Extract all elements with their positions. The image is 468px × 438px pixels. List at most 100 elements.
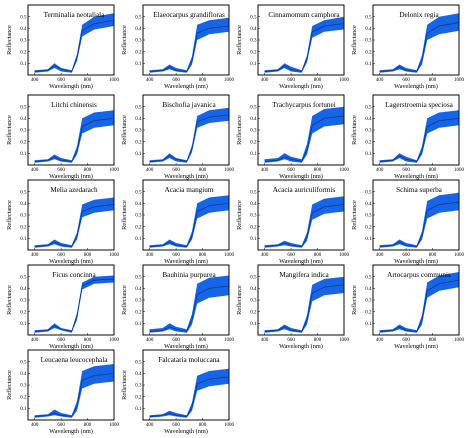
y-tick-label: 0.4 bbox=[250, 117, 257, 122]
x-tick-label: 400 bbox=[31, 78, 39, 83]
x-tick-label: 400 bbox=[376, 338, 384, 343]
y-tick-label: 0.1 bbox=[20, 62, 27, 67]
spectrum-panel: 0.1 0.2 0.3 0.4 0.5 400 600 800 1000 Wavelength (… bbox=[121, 4, 235, 90]
y-tick-label: 0.2 bbox=[20, 395, 27, 400]
x-tick-label: 400 bbox=[31, 423, 39, 428]
x-tick-label: 600 bbox=[57, 78, 65, 83]
x-axis-label: Wavelength (nm) bbox=[394, 173, 438, 180]
y-tick-label: 0.2 bbox=[365, 140, 372, 145]
x-tick-label: 600 bbox=[57, 168, 65, 173]
y-tick-label: 0.1 bbox=[250, 152, 257, 157]
y-tick-label: 0.2 bbox=[135, 50, 142, 55]
mean-spectrum-line bbox=[149, 376, 230, 417]
panel-frame bbox=[372, 94, 460, 166]
y-axis-label: Reflectance bbox=[6, 25, 13, 55]
spectrum-panel: 0.1 0.2 0.3 0.4 0.5 400 600 800 1000 Wavelength (… bbox=[6, 349, 120, 435]
x-tick-label: 800 bbox=[84, 338, 92, 343]
spectrum-panel: 0.1 0.2 0.3 0.4 0.5 400 600 800 1000 Wavelength (… bbox=[351, 94, 465, 180]
x-tick-label: 1000 bbox=[109, 253, 120, 258]
y-tick-label: 0.2 bbox=[250, 50, 257, 55]
panel-title: Trachycarpus fortunei bbox=[272, 101, 335, 109]
reflectance-band bbox=[264, 16, 344, 73]
x-tick-label: 800 bbox=[84, 253, 92, 258]
x-tick-label: 1000 bbox=[224, 168, 235, 173]
y-tick-label: 0.1 bbox=[135, 322, 142, 327]
x-tick-label: 1000 bbox=[339, 78, 350, 83]
y-tick-label: 0.5 bbox=[20, 275, 27, 280]
x-axis-label: Wavelength (nm) bbox=[279, 83, 323, 90]
spectrum-panel: 0.1 0.2 0.3 0.4 0.5 400 600 800 1000 Wavelength (… bbox=[6, 94, 120, 180]
y-axis-label: Reflectance bbox=[351, 200, 358, 230]
y-tick-label: 0.2 bbox=[20, 310, 27, 315]
y-tick-label: 0.4 bbox=[250, 27, 257, 32]
panel-title: Bauhinia purpurea bbox=[162, 271, 216, 279]
y-tick-label: 0.3 bbox=[135, 384, 142, 389]
x-tick-label: 400 bbox=[261, 253, 269, 258]
y-tick-label: 0.2 bbox=[20, 140, 27, 145]
x-tick-label: 400 bbox=[146, 168, 154, 173]
x-tick-label: 600 bbox=[402, 253, 410, 258]
y-axis-label: Reflectance bbox=[121, 370, 128, 400]
y-axis-label: Reflectance bbox=[6, 200, 13, 230]
y-tick-label: 0.5 bbox=[250, 190, 257, 195]
mean-spectrum-line bbox=[264, 115, 345, 162]
y-tick-label: 0.4 bbox=[20, 202, 27, 207]
x-tick-label: 600 bbox=[287, 253, 295, 258]
reflectance-band bbox=[149, 107, 229, 163]
x-axis-label: Wavelength (nm) bbox=[164, 173, 208, 180]
y-tick-label: 0.3 bbox=[365, 214, 372, 219]
reflectance-band bbox=[34, 364, 114, 418]
x-tick-label: 600 bbox=[287, 338, 295, 343]
reflectance-band bbox=[149, 17, 229, 73]
y-tick-label: 0.1 bbox=[365, 322, 372, 327]
x-tick-label: 400 bbox=[376, 253, 384, 258]
reflectance-band bbox=[34, 110, 114, 163]
y-tick-label: 0.4 bbox=[135, 287, 142, 292]
y-tick-label: 0.4 bbox=[20, 27, 27, 32]
y-tick-label: 0.2 bbox=[365, 310, 372, 315]
y-tick-label: 0.4 bbox=[365, 27, 372, 32]
x-tick-label: 800 bbox=[314, 78, 322, 83]
mean-spectrum-line bbox=[264, 23, 345, 72]
mean-spectrum-line bbox=[149, 202, 230, 247]
x-tick-label: 800 bbox=[84, 423, 92, 428]
mean-spectrum-line bbox=[379, 117, 460, 162]
y-tick-label: 0.1 bbox=[135, 152, 142, 157]
x-tick-label: 1000 bbox=[454, 168, 465, 173]
y-tick-label: 0.1 bbox=[250, 237, 257, 242]
reflectance-band bbox=[149, 195, 229, 248]
y-tick-label: 0.2 bbox=[365, 225, 372, 230]
x-tick-label: 800 bbox=[314, 168, 322, 173]
y-axis-label: Reflectance bbox=[351, 25, 358, 55]
y-tick-label: 0.2 bbox=[135, 140, 142, 145]
spectrum-panel: 0.1 0.2 0.3 0.4 0.5 400 600 800 1000 Wavelength (… bbox=[351, 4, 465, 90]
x-tick-label: 1000 bbox=[224, 253, 235, 258]
mean-spectrum-line bbox=[149, 25, 230, 72]
x-tick-label: 800 bbox=[199, 423, 207, 428]
y-tick-label: 0.2 bbox=[20, 50, 27, 55]
y-tick-label: 0.2 bbox=[250, 225, 257, 230]
panel-title: Acacia mangium bbox=[165, 186, 214, 194]
y-axis-label: Reflectance bbox=[6, 115, 13, 145]
y-tick-label: 0.3 bbox=[135, 39, 142, 44]
panel-frame bbox=[142, 179, 230, 251]
y-tick-label: 0.1 bbox=[250, 322, 257, 327]
mean-spectrum-line bbox=[379, 201, 460, 247]
x-axis-label: Wavelength (nm) bbox=[394, 83, 438, 90]
x-tick-label: 400 bbox=[146, 423, 154, 428]
x-tick-label: 400 bbox=[146, 338, 154, 343]
x-tick-label: 400 bbox=[261, 338, 269, 343]
x-tick-label: 600 bbox=[57, 338, 65, 343]
y-tick-label: 0.3 bbox=[20, 214, 27, 219]
y-tick-label: 0.5 bbox=[135, 190, 142, 195]
x-tick-label: 600 bbox=[172, 78, 180, 83]
y-tick-label: 0.5 bbox=[20, 105, 27, 110]
y-tick-label: 0.3 bbox=[20, 384, 27, 389]
panel-title: Melia azedarach bbox=[50, 186, 98, 194]
x-tick-label: 600 bbox=[172, 168, 180, 173]
x-tick-label: 1000 bbox=[224, 423, 235, 428]
reflectance-band bbox=[379, 192, 459, 248]
y-axis-label: Reflectance bbox=[236, 285, 243, 315]
spectrum-panel: 0.1 0.2 0.3 0.4 0.5 400 600 800 1000 Wavelength (… bbox=[351, 264, 465, 350]
